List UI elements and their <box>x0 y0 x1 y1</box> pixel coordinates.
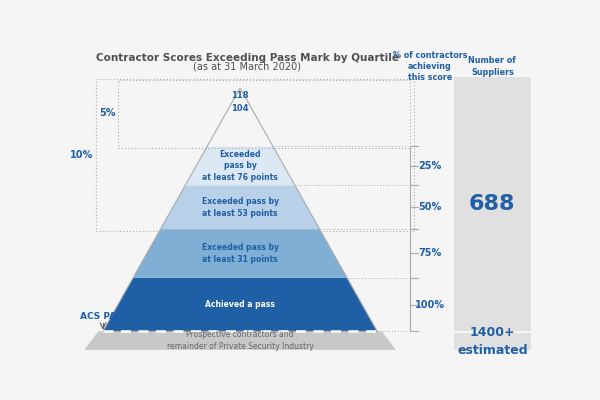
Text: 104: 104 <box>232 104 249 112</box>
FancyBboxPatch shape <box>454 77 531 331</box>
Text: 10%: 10% <box>70 150 94 160</box>
Text: 688: 688 <box>469 194 515 214</box>
Text: Exceeded pass by
at least 31 points: Exceeded pass by at least 31 points <box>202 243 278 264</box>
Text: 75%: 75% <box>418 248 442 258</box>
Polygon shape <box>103 278 377 331</box>
Text: 50%: 50% <box>418 202 442 212</box>
Text: 1400+
estimated: 1400+ estimated <box>457 326 527 357</box>
Text: 118: 118 <box>232 91 249 100</box>
Text: (as at 31 March 2020): (as at 31 March 2020) <box>193 62 301 72</box>
Text: Contractor Scores Exceeding Pass Mark by Quartile: Contractor Scores Exceeding Pass Mark by… <box>95 53 398 63</box>
Text: Number of
Suppliers: Number of Suppliers <box>469 56 516 76</box>
Polygon shape <box>85 331 396 350</box>
Text: ACS PASS: ACS PASS <box>80 312 128 320</box>
Polygon shape <box>133 229 347 278</box>
Text: Prospective contractors and
remainder of Private Security Industry: Prospective contractors and remainder of… <box>167 330 314 351</box>
FancyBboxPatch shape <box>454 333 531 350</box>
Text: 5%: 5% <box>99 108 115 118</box>
Text: 25%: 25% <box>418 161 442 171</box>
Polygon shape <box>161 185 320 229</box>
Text: % of contractors
achieving
this score: % of contractors achieving this score <box>392 51 467 82</box>
Polygon shape <box>185 146 295 185</box>
Text: Achieved a pass: Achieved a pass <box>205 300 275 309</box>
Text: Exceeded pass by
at least 53 points: Exceeded pass by at least 53 points <box>202 197 278 218</box>
Text: 100%: 100% <box>415 300 445 310</box>
Text: Exceeded
pass by
at least 76 points: Exceeded pass by at least 76 points <box>202 150 278 182</box>
